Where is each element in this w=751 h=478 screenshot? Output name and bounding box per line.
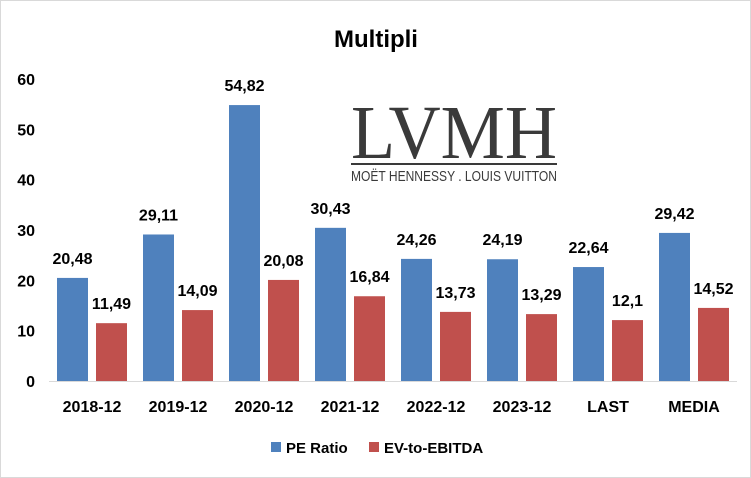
bar-pe-ratio [573, 267, 604, 381]
x-tick-label: 2019-12 [149, 399, 208, 416]
bar-pe-ratio [229, 105, 260, 382]
legend-label: EV-to-EBITDA [384, 440, 483, 457]
bar-pe-ratio [143, 234, 174, 381]
bar-ev-to-ebitda [698, 307, 729, 381]
data-label: 20,48 [52, 251, 92, 268]
data-label: 22,64 [568, 240, 608, 257]
data-label: 13,73 [435, 285, 475, 302]
bar-ev-to-ebitda [182, 310, 213, 381]
y-tick-label: 0 [26, 374, 35, 391]
bar-pe-ratio [57, 277, 88, 381]
lvmh-logo: LVMH MOËT HENNESSY . LOUIS VUITTON [351, 91, 557, 185]
bar-ev-to-ebitda [96, 323, 127, 381]
data-label: 14,52 [693, 281, 733, 298]
legend: PE Ratio EV-to-EBITDA [271, 440, 483, 457]
data-label: 14,09 [177, 283, 217, 300]
y-tick-label: 60 [17, 72, 35, 89]
data-label: 11,49 [92, 296, 131, 313]
bar-ev-to-ebitda [526, 314, 557, 381]
y-tick-label: 50 [17, 122, 35, 139]
bar-ev-to-ebitda [268, 279, 299, 381]
bar-pe-ratio [401, 258, 432, 381]
legend-label: PE Ratio [286, 440, 348, 457]
data-label: 20,08 [263, 253, 303, 270]
y-tick-label: 40 [17, 173, 35, 190]
y-tick-label: 30 [17, 223, 35, 240]
logo-tagline: MOËT HENNESSY . LOUIS VUITTON [351, 168, 557, 185]
data-label: 30,43 [310, 201, 350, 218]
legend-swatch [271, 442, 281, 452]
bar-pe-ratio [659, 232, 690, 381]
x-tick-label: MEDIA [668, 399, 720, 416]
data-label: 29,42 [654, 206, 694, 223]
bar-ev-to-ebitda [354, 296, 385, 381]
data-label: 54,82 [224, 78, 264, 95]
y-tick-label: 20 [17, 273, 35, 290]
chart-title: Multipli [334, 26, 418, 53]
x-tick-label: LAST [587, 399, 629, 416]
data-label: 24,19 [482, 232, 522, 249]
x-tick-label: 2018-12 [63, 399, 122, 416]
bar-ev-to-ebitda [440, 311, 471, 381]
data-label: 29,11 [139, 207, 178, 224]
y-tick-label: 10 [17, 324, 35, 341]
x-tick-label: 2022-12 [407, 399, 466, 416]
legend-swatch [369, 442, 379, 452]
logo-rule [351, 163, 557, 165]
data-label: 12,1 [612, 293, 643, 310]
x-tick-label: 2020-12 [235, 399, 294, 416]
logo-wordmark: LVMH [351, 91, 557, 175]
x-tick-label: 2023-12 [493, 399, 552, 416]
plot-area: 0 10 20 30 40 50 60 2018-12 20,48 11,49 2019-12 29,… [17, 72, 737, 416]
bar-pe-ratio [487, 259, 518, 381]
data-label: 24,26 [396, 232, 436, 249]
bar-pe-ratio [315, 227, 346, 381]
bar-ev-to-ebitda [612, 320, 643, 381]
data-label: 13,29 [521, 287, 561, 304]
x-tick-label: 2021-12 [321, 399, 380, 416]
data-label: 16,84 [349, 269, 389, 286]
